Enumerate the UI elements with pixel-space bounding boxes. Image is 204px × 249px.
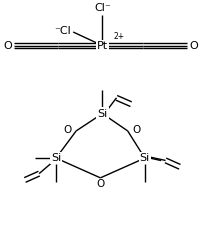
Text: O: O — [189, 41, 198, 51]
Text: Pt: Pt — [97, 41, 108, 51]
Text: Cl⁻: Cl⁻ — [94, 3, 111, 13]
Text: Si: Si — [97, 109, 108, 119]
Text: Si: Si — [51, 153, 61, 163]
Text: O: O — [3, 41, 12, 51]
Text: 2+: 2+ — [113, 32, 125, 41]
Text: ⁻Cl: ⁻Cl — [54, 26, 71, 36]
Text: Si: Si — [140, 153, 150, 163]
Text: O: O — [63, 125, 71, 135]
Text: O: O — [133, 125, 141, 135]
Text: O: O — [96, 179, 104, 189]
